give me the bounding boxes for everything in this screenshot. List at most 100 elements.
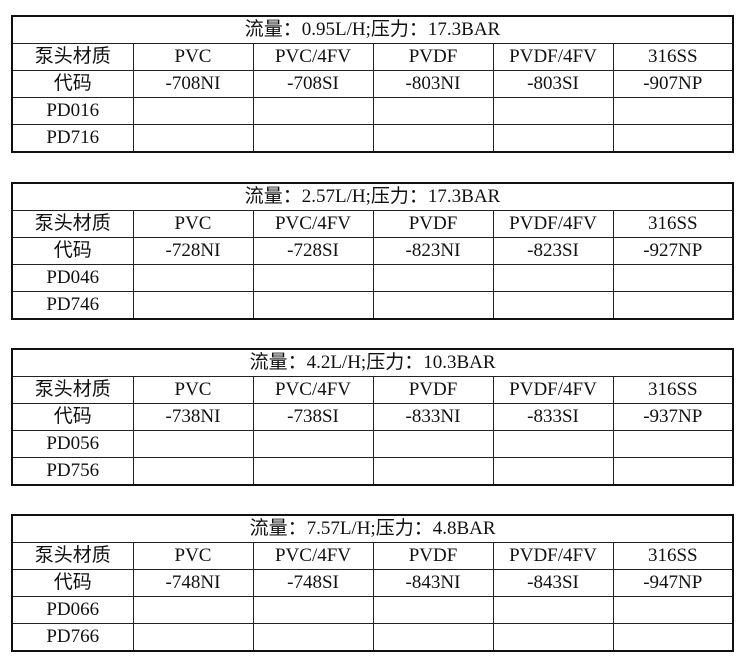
model-cell: PD716 <box>11 124 134 153</box>
empty-cell <box>252 264 374 292</box>
empty-cell <box>372 97 494 125</box>
empty-cell <box>252 430 374 458</box>
spec-table: 流量：7.57L/H;压力：4.8BAR 泵头材质 PVC PVC/4FV PVDF PV… <box>11 514 735 652</box>
header-cell: PVDF <box>372 210 494 238</box>
code-cell: -748NI <box>132 569 254 597</box>
header-row: 泵头材质 PVC PVC/4FV PVDF PVDF/4FV 316SS <box>11 43 734 71</box>
code-cell: -728NI <box>132 237 254 265</box>
empty-cell <box>132 124 254 153</box>
model-row: PD746 <box>11 291 734 320</box>
model-cell: PD056 <box>11 430 134 458</box>
title-row: 流量：4.2L/H;压力：10.3BAR <box>11 348 734 377</box>
spec-table: 流量：2.57L/H;压力：17.3BAR 泵头材质 PVC PVC/4FV PVDF P… <box>11 182 735 320</box>
table-title: 流量：0.95L/H;压力：17.3BAR <box>11 15 734 44</box>
code-cell: -803SI <box>492 70 614 98</box>
table-title: 流量：7.57L/H;压力：4.8BAR <box>11 514 734 543</box>
code-row: 代码 -728NI -728SI -823NI -823SI -927NP <box>11 237 734 265</box>
empty-cell <box>132 596 254 624</box>
header-cell: PVC <box>132 210 254 238</box>
code-cell: -728SI <box>252 237 374 265</box>
empty-cell <box>612 623 734 652</box>
title-row: 流量：2.57L/H;压力：17.3BAR <box>11 182 734 211</box>
empty-cell <box>612 97 734 125</box>
model-row: PD016 <box>11 97 734 125</box>
header-cell: PVDF/4FV <box>492 542 614 570</box>
code-cell: -843SI <box>492 569 614 597</box>
empty-cell <box>252 97 374 125</box>
header-cell: PVC <box>132 376 254 404</box>
code-cell: -907NP <box>612 70 734 98</box>
empty-cell <box>252 291 374 320</box>
model-cell: PD016 <box>11 97 134 125</box>
header-row: 泵头材质 PVC PVC/4FV PVDF PVDF/4FV 316SS <box>11 376 734 404</box>
header-cell: 316SS <box>612 542 734 570</box>
empty-cell <box>252 623 374 652</box>
code-cell: -833NI <box>372 403 494 431</box>
code-row: 代码 -748NI -748SI -843NI -843SI -947NP <box>11 569 734 597</box>
code-cell: -823NI <box>372 237 494 265</box>
code-cell: -823SI <box>492 237 614 265</box>
empty-cell <box>132 291 254 320</box>
code-cell: -937NP <box>612 403 734 431</box>
code-cell: -833SI <box>492 403 614 431</box>
empty-cell <box>492 97 614 125</box>
empty-cell <box>132 430 254 458</box>
empty-cell <box>132 97 254 125</box>
model-row: PD766 <box>11 623 734 652</box>
header-cell: PVC/4FV <box>252 376 374 404</box>
model-cell: PD066 <box>11 596 134 624</box>
empty-cell <box>252 124 374 153</box>
empty-cell <box>252 457 374 486</box>
empty-cell <box>132 457 254 486</box>
header-cell: 泵头材质 <box>11 43 134 71</box>
model-row: PD066 <box>11 596 734 624</box>
header-cell: PVC <box>132 43 254 71</box>
header-cell: PVDF/4FV <box>492 210 614 238</box>
empty-cell <box>132 623 254 652</box>
empty-cell <box>372 596 494 624</box>
header-cell: 316SS <box>612 376 734 404</box>
code-cell: -843NI <box>372 569 494 597</box>
code-cell: -708SI <box>252 70 374 98</box>
empty-cell <box>492 596 614 624</box>
header-cell: PVDF/4FV <box>492 376 614 404</box>
model-row: PD046 <box>11 264 734 292</box>
spec-table: 流量：4.2L/H;压力：10.3BAR 泵头材质 PVC PVC/4FV PVDF PV… <box>11 348 735 486</box>
code-cell: -947NP <box>612 569 734 597</box>
header-cell: 泵头材质 <box>11 542 134 570</box>
code-cell: -738SI <box>252 403 374 431</box>
empty-cell <box>372 430 494 458</box>
table-title: 流量：4.2L/H;压力：10.3BAR <box>11 348 734 377</box>
empty-cell <box>372 457 494 486</box>
empty-cell <box>372 291 494 320</box>
code-cell: -927NP <box>612 237 734 265</box>
empty-cell <box>492 264 614 292</box>
empty-cell <box>492 623 614 652</box>
header-row: 泵头材质 PVC PVC/4FV PVDF PVDF/4FV 316SS <box>11 542 734 570</box>
code-cell: -803NI <box>372 70 494 98</box>
header-cell: PVC/4FV <box>252 210 374 238</box>
empty-cell <box>612 596 734 624</box>
header-cell: PVC/4FV <box>252 542 374 570</box>
header-cell: PVDF <box>372 542 494 570</box>
empty-cell <box>132 264 254 292</box>
empty-cell <box>492 291 614 320</box>
model-row: PD056 <box>11 430 734 458</box>
empty-cell <box>612 124 734 153</box>
spec-table: 流量：0.95L/H;压力：17.3BAR 泵头材质 PVC PVC/4FV PVDF P… <box>11 15 735 153</box>
code-cell: 代码 <box>11 569 134 597</box>
model-cell: PD046 <box>11 264 134 292</box>
empty-cell <box>612 457 734 486</box>
empty-cell <box>372 264 494 292</box>
code-row: 代码 -708NI -708SI -803NI -803SI -907NP <box>11 70 734 98</box>
header-cell: 316SS <box>612 210 734 238</box>
header-cell: 泵头材质 <box>11 376 134 404</box>
header-cell: PVDF <box>372 376 494 404</box>
title-row: 流量：0.95L/H;压力：17.3BAR <box>11 15 734 44</box>
code-row: 代码 -738NI -738SI -833NI -833SI -937NP <box>11 403 734 431</box>
empty-cell <box>252 596 374 624</box>
code-cell: -708NI <box>132 70 254 98</box>
empty-cell <box>372 124 494 153</box>
model-cell: PD746 <box>11 291 134 320</box>
empty-cell <box>612 264 734 292</box>
